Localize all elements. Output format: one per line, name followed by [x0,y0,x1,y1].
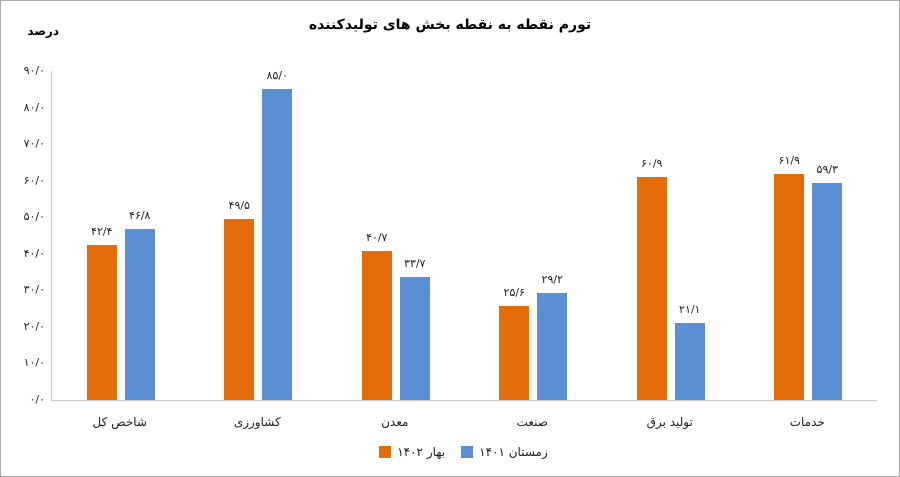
legend-swatch-icon [461,446,474,458]
legend-label: بهار ۱۴۰۲ [397,445,446,459]
bar-spring-1402 [224,219,255,400]
bar-winter-1401 [674,322,705,400]
bar-spring-1402 [636,177,667,400]
bar-value-label: ۲۹/۲ [541,273,563,287]
bar-value-label: ۶۱/۹ [778,153,800,167]
category-label: معدن [381,415,409,429]
bar-spring-1402 [774,173,805,400]
bar-value-label: ۴۹/۵ [228,199,250,213]
bar-value-label: ۴۲/۴ [91,225,113,239]
chart-title: تورم نقطه به نقطه بخش های تولیدکننده [308,17,592,33]
bar-value-label: ۳۳/۷ [404,256,426,270]
bar-value-label: ۵۹/۳ [816,163,838,177]
y-tick-label: ۵۰/۰ [23,210,45,224]
bar-value-label: ۸۵/۰ [266,69,288,83]
bar-value-label: ۴۰/۷ [366,231,388,245]
y-tick-label: ۷۰/۰ [23,137,45,151]
y-tick-label: ۱۰/۰ [23,356,45,370]
y-tick-label: ۲۰/۰ [23,319,45,333]
bar-winter-1401 [124,228,155,400]
category-label: صنعت [516,415,548,429]
bar-winter-1401 [537,293,568,400]
bar-value-label: ۲۱/۱ [679,302,701,316]
legend-label: زمستان ۱۴۰۱ [479,445,548,459]
legend-item: زمستان ۱۴۰۱ [461,445,548,459]
category-label: تولید برق [646,415,693,429]
legend: بهار ۱۴۰۲ زمستان ۱۴۰۱ [51,445,876,459]
y-tick-label: ۰/۰ [29,393,45,406]
bar-value-label: ۴۶/۸ [129,208,151,222]
y-tick-label: ۳۰/۰ [23,283,45,297]
bar-value-label: ۶۰/۹ [641,157,663,171]
y-tick-label: ۶۰/۰ [23,173,45,187]
bar-winter-1401 [399,276,430,400]
bar-spring-1402 [86,245,117,400]
bar-spring-1402 [499,306,530,400]
bar-spring-1402 [361,251,392,400]
y-tick-label: ۹۰/۰ [23,64,45,77]
plot-area: ۴۲/۴ ۴۶/۸ ۴۹/۵ ۸۵/۰ ۴۰/۷ ۳۳/۷ ۲۵/۶ ۲۹/۲ ۶۰/۹ ۲۱/۱… [51,69,877,401]
bar-winter-1401 [812,183,843,400]
bar-winter-1401 [262,89,293,400]
bar-value-label: ۲۵/۶ [503,286,525,300]
y-tick-label: ۸۰/۰ [23,100,45,114]
category-label: شاخص کل [92,415,147,429]
y-tick-label: ۴۰/۰ [23,246,45,260]
legend-item: بهار ۱۴۰۲ [379,445,445,459]
category-label: کشاورزی [233,415,281,429]
legend-swatch-icon [379,446,392,458]
category-label: خدمات [789,415,825,429]
y-axis-label: درصد [27,24,59,38]
